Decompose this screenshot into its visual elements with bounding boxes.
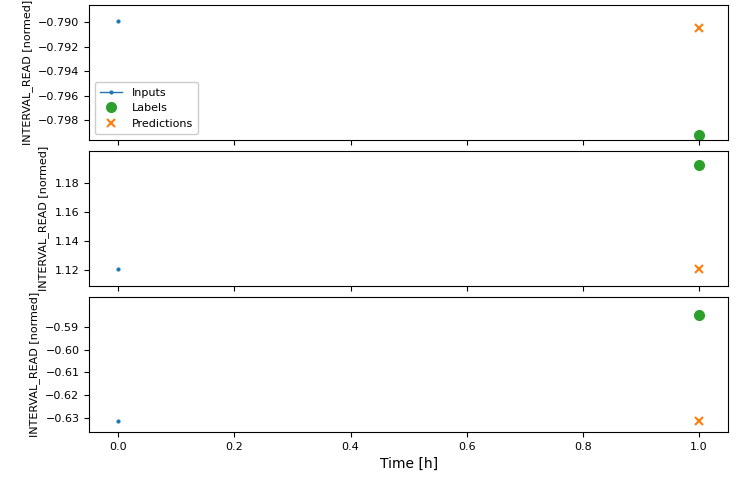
Y-axis label: INTERVAL_READ [normed]: INTERVAL_READ [normed] (38, 146, 49, 291)
X-axis label: Time [h]: Time [h] (380, 457, 438, 471)
Y-axis label: INTERVAL_READ [normed]: INTERVAL_READ [normed] (22, 0, 33, 145)
Legend: Inputs, Labels, Predictions: Inputs, Labels, Predictions (94, 82, 198, 134)
Y-axis label: INTERVAL_READ [normed]: INTERVAL_READ [normed] (29, 292, 40, 437)
